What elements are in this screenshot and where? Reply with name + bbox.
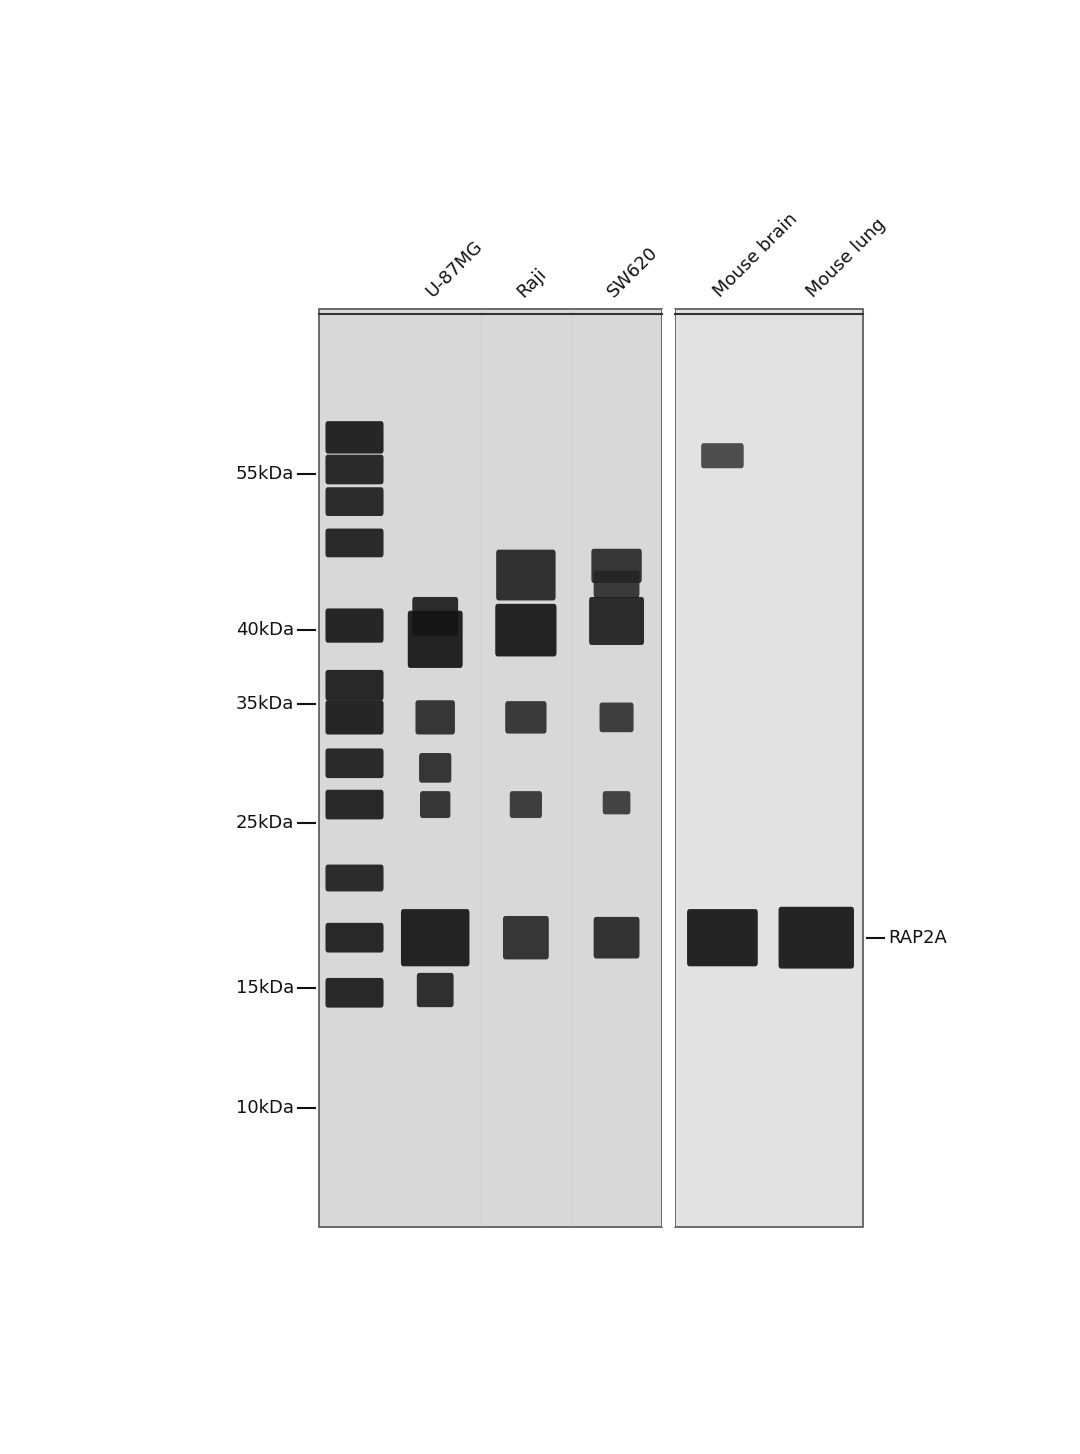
Bar <box>320 308 662 1227</box>
Text: RAP2A: RAP2A <box>889 929 947 947</box>
FancyBboxPatch shape <box>325 529 383 557</box>
FancyBboxPatch shape <box>325 749 383 778</box>
FancyBboxPatch shape <box>325 790 383 820</box>
FancyBboxPatch shape <box>417 973 454 1008</box>
FancyBboxPatch shape <box>325 865 383 891</box>
FancyBboxPatch shape <box>589 598 644 646</box>
FancyBboxPatch shape <box>594 571 639 598</box>
FancyBboxPatch shape <box>325 608 383 643</box>
FancyBboxPatch shape <box>325 455 383 484</box>
Text: 35kDa: 35kDa <box>235 695 294 712</box>
FancyBboxPatch shape <box>594 917 639 958</box>
Text: 10kDa: 10kDa <box>237 1099 294 1117</box>
FancyBboxPatch shape <box>592 548 642 583</box>
FancyBboxPatch shape <box>701 443 744 468</box>
FancyBboxPatch shape <box>503 916 549 960</box>
FancyBboxPatch shape <box>325 923 383 952</box>
Text: Mouse lung: Mouse lung <box>804 215 889 301</box>
FancyBboxPatch shape <box>325 979 383 1008</box>
Text: Raji: Raji <box>513 265 550 301</box>
FancyBboxPatch shape <box>413 598 458 635</box>
FancyBboxPatch shape <box>325 701 383 734</box>
FancyBboxPatch shape <box>599 702 634 733</box>
Text: Mouse brain: Mouse brain <box>710 209 800 301</box>
Text: 25kDa: 25kDa <box>235 814 294 832</box>
FancyBboxPatch shape <box>408 611 462 667</box>
Bar <box>675 308 863 1227</box>
FancyBboxPatch shape <box>496 550 555 601</box>
FancyBboxPatch shape <box>603 791 631 814</box>
Bar <box>662 308 675 1227</box>
Text: 40kDa: 40kDa <box>235 621 294 640</box>
FancyBboxPatch shape <box>325 487 383 516</box>
FancyBboxPatch shape <box>419 753 451 782</box>
Text: 15kDa: 15kDa <box>235 979 294 997</box>
FancyBboxPatch shape <box>325 670 383 701</box>
FancyBboxPatch shape <box>420 791 450 819</box>
Text: SW620: SW620 <box>604 243 661 301</box>
FancyBboxPatch shape <box>325 422 383 454</box>
Text: U-87MG: U-87MG <box>422 237 486 301</box>
FancyBboxPatch shape <box>510 791 542 819</box>
FancyBboxPatch shape <box>687 909 758 967</box>
FancyBboxPatch shape <box>401 909 470 967</box>
Text: 55kDa: 55kDa <box>235 465 294 483</box>
FancyBboxPatch shape <box>416 701 455 734</box>
FancyBboxPatch shape <box>779 907 854 968</box>
FancyBboxPatch shape <box>496 603 556 656</box>
FancyBboxPatch shape <box>505 701 546 734</box>
